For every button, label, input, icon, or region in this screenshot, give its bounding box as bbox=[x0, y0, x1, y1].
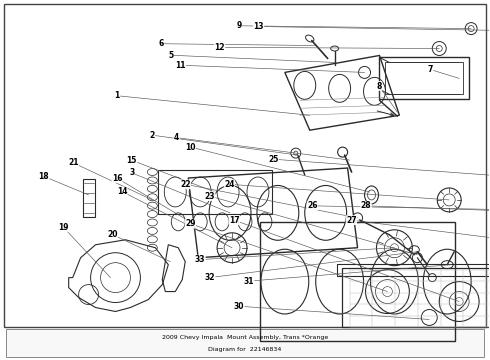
Text: 5: 5 bbox=[168, 51, 173, 60]
Bar bbox=[342, 268, 490, 328]
Text: 11: 11 bbox=[175, 61, 186, 70]
Text: 29: 29 bbox=[185, 219, 196, 228]
Bar bbox=[158, 170, 272, 214]
Text: 7: 7 bbox=[428, 65, 433, 74]
Bar bbox=[83, 179, 95, 217]
Text: 3: 3 bbox=[129, 168, 134, 177]
Text: 27: 27 bbox=[346, 216, 357, 225]
Text: 1: 1 bbox=[115, 91, 120, 100]
Bar bbox=[261, 222, 455, 341]
Text: 31: 31 bbox=[244, 276, 254, 285]
Text: 8: 8 bbox=[376, 82, 382, 91]
Text: 20: 20 bbox=[107, 230, 118, 239]
Bar bbox=[337, 264, 490, 276]
Text: 12: 12 bbox=[214, 43, 225, 52]
Text: 32: 32 bbox=[205, 273, 215, 282]
Text: 13: 13 bbox=[253, 22, 264, 31]
Text: 6: 6 bbox=[158, 39, 164, 48]
Text: 30: 30 bbox=[234, 302, 245, 311]
Text: 23: 23 bbox=[205, 192, 215, 201]
Text: 33: 33 bbox=[195, 255, 205, 264]
Bar bbox=[379, 58, 469, 99]
Text: 17: 17 bbox=[229, 216, 240, 225]
Text: 22: 22 bbox=[180, 180, 191, 189]
Text: 24: 24 bbox=[224, 180, 235, 189]
Text: 25: 25 bbox=[268, 155, 278, 164]
Text: 18: 18 bbox=[39, 172, 49, 181]
Text: 26: 26 bbox=[307, 201, 318, 210]
Bar bbox=[6, 329, 484, 357]
Text: Diagram for  22146834: Diagram for 22146834 bbox=[208, 347, 282, 352]
Text: 9: 9 bbox=[237, 21, 242, 30]
Text: 10: 10 bbox=[185, 143, 196, 152]
Text: 2009 Chevy Impala  Mount Assembly, Trans *Orange: 2009 Chevy Impala Mount Assembly, Trans … bbox=[162, 335, 328, 340]
Bar bbox=[386, 62, 463, 94]
Text: 28: 28 bbox=[361, 201, 371, 210]
Text: 19: 19 bbox=[58, 223, 69, 232]
Text: 15: 15 bbox=[126, 156, 137, 165]
Text: 21: 21 bbox=[68, 158, 78, 167]
Text: 4: 4 bbox=[174, 133, 179, 142]
Text: 14: 14 bbox=[117, 187, 127, 196]
Text: 2: 2 bbox=[149, 131, 155, 140]
Text: 16: 16 bbox=[112, 174, 122, 183]
